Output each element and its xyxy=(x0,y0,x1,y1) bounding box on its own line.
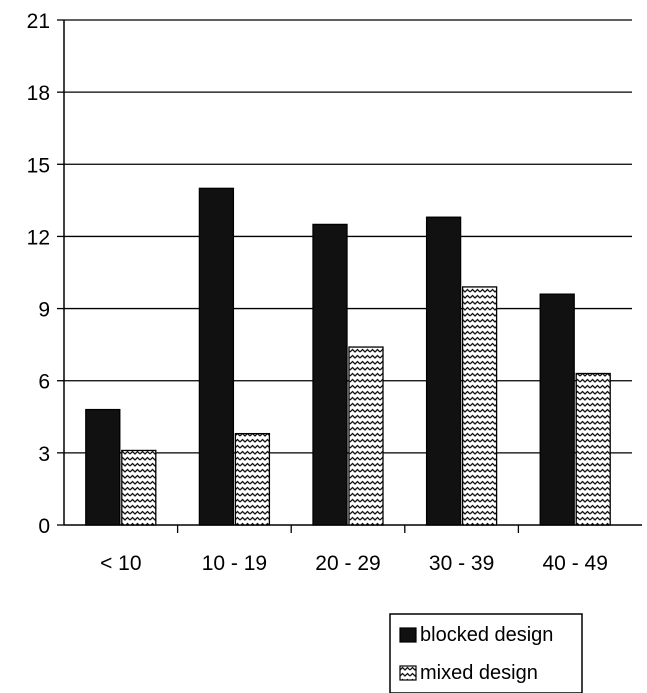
legend-label: mixed design xyxy=(420,662,538,684)
x-tick-label: 10 - 19 xyxy=(202,552,267,575)
y-tick-label: 9 xyxy=(38,299,50,322)
bar-mixed-design xyxy=(234,432,271,526)
bar-blocked-design xyxy=(539,293,575,526)
legend-box xyxy=(389,613,583,693)
y-tick-label: 18 xyxy=(27,82,50,105)
y-tick-label: 6 xyxy=(38,371,50,394)
x-tick-label: 20 - 29 xyxy=(315,552,380,575)
bar-mixed-design xyxy=(121,449,157,526)
legend-label: blocked design xyxy=(420,624,553,646)
bar-mixed-design xyxy=(348,346,384,526)
legend-swatch xyxy=(399,665,417,681)
legend-swatch xyxy=(399,627,417,643)
legend: blocked design mixed design xyxy=(389,613,583,693)
bar-blocked-design xyxy=(85,408,121,526)
y-tick-label: 0 xyxy=(38,515,50,538)
x-tick-labels: < 10 10 - 19 20 - 29 30 - 39 40 - 49 xyxy=(100,552,608,575)
x-tick-label: 40 - 49 xyxy=(543,552,608,575)
y-tick-label: 12 xyxy=(27,226,50,249)
x-tick-label: < 10 xyxy=(100,552,141,575)
bar-blocked-design xyxy=(312,223,348,526)
gridlines xyxy=(64,19,632,454)
bar-blocked-design xyxy=(198,187,235,526)
y-tick-label: 21 xyxy=(27,10,50,33)
bar-mixed-design xyxy=(461,286,498,526)
bar-mixed-design xyxy=(575,372,611,526)
bars xyxy=(85,187,611,526)
y-tick-label: 3 xyxy=(38,443,50,466)
y-tick-label: 15 xyxy=(27,154,50,177)
y-tick-labels: 0 3 6 9 12 15 18 21 xyxy=(27,10,50,538)
bar-blocked-design xyxy=(425,216,462,526)
x-tick-label: 30 - 39 xyxy=(429,552,494,575)
